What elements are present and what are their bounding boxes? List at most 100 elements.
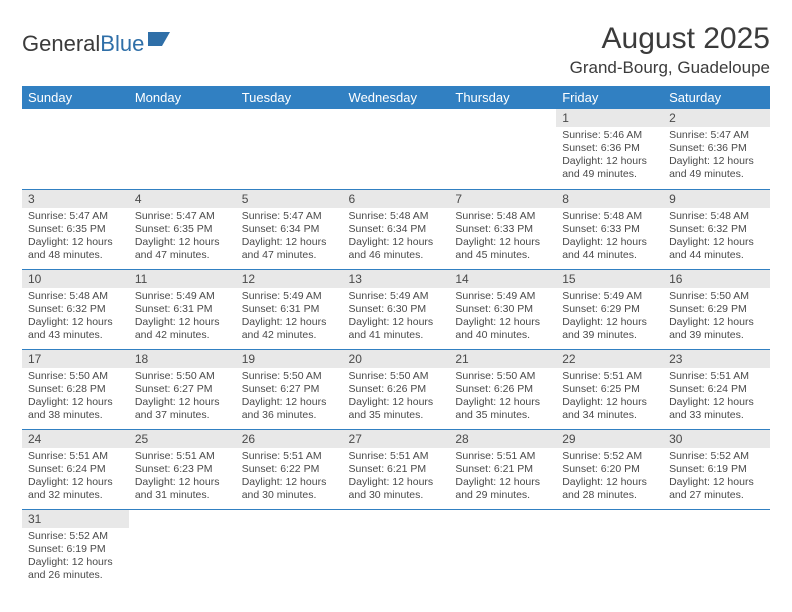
calendar-cell: 25Sunrise: 5:51 AMSunset: 6:23 PMDayligh… [129, 429, 236, 509]
daylight-line: Daylight: 12 hours and 37 minutes. [135, 396, 230, 422]
day-number: 27 [343, 430, 450, 448]
day-number: 22 [556, 350, 663, 368]
day-number: 25 [129, 430, 236, 448]
sunset-line: Sunset: 6:25 PM [562, 383, 657, 396]
day-content: Sunrise: 5:47 AMSunset: 6:36 PMDaylight:… [663, 127, 770, 186]
sunset-line: Sunset: 6:29 PM [562, 303, 657, 316]
calendar-cell: 6Sunrise: 5:48 AMSunset: 6:34 PMDaylight… [343, 189, 450, 269]
calendar-cell [449, 109, 556, 189]
sunset-line: Sunset: 6:30 PM [349, 303, 444, 316]
calendar-cell [236, 109, 343, 189]
daylight-line: Daylight: 12 hours and 29 minutes. [455, 476, 550, 502]
calendar-cell: 15Sunrise: 5:49 AMSunset: 6:29 PMDayligh… [556, 269, 663, 349]
day-number: 11 [129, 270, 236, 288]
col-friday: Friday [556, 86, 663, 109]
sunrise-line: Sunrise: 5:50 AM [28, 370, 123, 383]
logo-text-1: General [22, 31, 100, 57]
sunset-line: Sunset: 6:27 PM [135, 383, 230, 396]
day-number: 3 [22, 190, 129, 208]
calendar-cell: 13Sunrise: 5:49 AMSunset: 6:30 PMDayligh… [343, 269, 450, 349]
calendar-cell: 11Sunrise: 5:49 AMSunset: 6:31 PMDayligh… [129, 269, 236, 349]
day-content: Sunrise: 5:50 AMSunset: 6:26 PMDaylight:… [449, 368, 556, 427]
day-content: Sunrise: 5:50 AMSunset: 6:27 PMDaylight:… [129, 368, 236, 427]
day-number: 24 [22, 430, 129, 448]
sunset-line: Sunset: 6:36 PM [562, 142, 657, 155]
daylight-line: Daylight: 12 hours and 30 minutes. [349, 476, 444, 502]
daylight-line: Daylight: 12 hours and 44 minutes. [669, 236, 764, 262]
sunrise-line: Sunrise: 5:49 AM [242, 290, 337, 303]
calendar-cell: 18Sunrise: 5:50 AMSunset: 6:27 PMDayligh… [129, 349, 236, 429]
sunrise-line: Sunrise: 5:47 AM [135, 210, 230, 223]
calendar-cell: 20Sunrise: 5:50 AMSunset: 6:26 PMDayligh… [343, 349, 450, 429]
col-monday: Monday [129, 86, 236, 109]
calendar-cell [343, 109, 450, 189]
day-number: 28 [449, 430, 556, 448]
daylight-line: Daylight: 12 hours and 48 minutes. [28, 236, 123, 262]
calendar-cell: 24Sunrise: 5:51 AMSunset: 6:24 PMDayligh… [22, 429, 129, 509]
day-number: 2 [663, 109, 770, 127]
daylight-line: Daylight: 12 hours and 47 minutes. [242, 236, 337, 262]
sunrise-line: Sunrise: 5:51 AM [349, 450, 444, 463]
calendar-cell: 4Sunrise: 5:47 AMSunset: 6:35 PMDaylight… [129, 189, 236, 269]
day-content: Sunrise: 5:49 AMSunset: 6:30 PMDaylight:… [343, 288, 450, 347]
calendar-cell: 3Sunrise: 5:47 AMSunset: 6:35 PMDaylight… [22, 189, 129, 269]
day-number: 20 [343, 350, 450, 368]
sunset-line: Sunset: 6:27 PM [242, 383, 337, 396]
daylight-line: Daylight: 12 hours and 49 minutes. [562, 155, 657, 181]
day-content: Sunrise: 5:48 AMSunset: 6:32 PMDaylight:… [663, 208, 770, 267]
calendar-cell [343, 509, 450, 589]
daylight-line: Daylight: 12 hours and 31 minutes. [135, 476, 230, 502]
daylight-line: Daylight: 12 hours and 30 minutes. [242, 476, 337, 502]
day-content: Sunrise: 5:52 AMSunset: 6:19 PMDaylight:… [663, 448, 770, 507]
sunrise-line: Sunrise: 5:52 AM [562, 450, 657, 463]
sunset-line: Sunset: 6:21 PM [455, 463, 550, 476]
day-number: 19 [236, 350, 343, 368]
daylight-line: Daylight: 12 hours and 49 minutes. [669, 155, 764, 181]
logo-flag-icon [148, 30, 172, 48]
sunset-line: Sunset: 6:31 PM [242, 303, 337, 316]
col-tuesday: Tuesday [236, 86, 343, 109]
col-wednesday: Wednesday [343, 86, 450, 109]
day-content: Sunrise: 5:49 AMSunset: 6:31 PMDaylight:… [236, 288, 343, 347]
sunrise-line: Sunrise: 5:49 AM [135, 290, 230, 303]
sunset-line: Sunset: 6:34 PM [242, 223, 337, 236]
calendar-cell: 10Sunrise: 5:48 AMSunset: 6:32 PMDayligh… [22, 269, 129, 349]
day-content: Sunrise: 5:48 AMSunset: 6:33 PMDaylight:… [556, 208, 663, 267]
sunrise-line: Sunrise: 5:46 AM [562, 129, 657, 142]
calendar-cell [236, 509, 343, 589]
calendar-cell: 31Sunrise: 5:52 AMSunset: 6:19 PMDayligh… [22, 509, 129, 589]
day-number: 29 [556, 430, 663, 448]
sunset-line: Sunset: 6:28 PM [28, 383, 123, 396]
daylight-line: Daylight: 12 hours and 32 minutes. [28, 476, 123, 502]
day-content: Sunrise: 5:51 AMSunset: 6:21 PMDaylight:… [449, 448, 556, 507]
calendar-cell [129, 109, 236, 189]
calendar-cell: 23Sunrise: 5:51 AMSunset: 6:24 PMDayligh… [663, 349, 770, 429]
calendar-cell: 2Sunrise: 5:47 AMSunset: 6:36 PMDaylight… [663, 109, 770, 189]
sunset-line: Sunset: 6:35 PM [135, 223, 230, 236]
daylight-line: Daylight: 12 hours and 34 minutes. [562, 396, 657, 422]
sunset-line: Sunset: 6:33 PM [562, 223, 657, 236]
sunset-line: Sunset: 6:23 PM [135, 463, 230, 476]
daylight-line: Daylight: 12 hours and 26 minutes. [28, 556, 123, 582]
col-sunday: Sunday [22, 86, 129, 109]
calendar-cell: 8Sunrise: 5:48 AMSunset: 6:33 PMDaylight… [556, 189, 663, 269]
calendar-cell [663, 509, 770, 589]
daylight-line: Daylight: 12 hours and 42 minutes. [135, 316, 230, 342]
sunset-line: Sunset: 6:19 PM [28, 543, 123, 556]
day-content: Sunrise: 5:50 AMSunset: 6:29 PMDaylight:… [663, 288, 770, 347]
logo-text-2: Blue [100, 31, 144, 57]
header: GeneralBlue August 2025 Grand-Bourg, Gua… [22, 22, 770, 78]
calendar-row: 24Sunrise: 5:51 AMSunset: 6:24 PMDayligh… [22, 429, 770, 509]
sunrise-line: Sunrise: 5:48 AM [349, 210, 444, 223]
day-number: 7 [449, 190, 556, 208]
sunrise-line: Sunrise: 5:50 AM [135, 370, 230, 383]
calendar-cell: 17Sunrise: 5:50 AMSunset: 6:28 PMDayligh… [22, 349, 129, 429]
day-content: Sunrise: 5:51 AMSunset: 6:23 PMDaylight:… [129, 448, 236, 507]
sunrise-line: Sunrise: 5:50 AM [455, 370, 550, 383]
day-content: Sunrise: 5:52 AMSunset: 6:20 PMDaylight:… [556, 448, 663, 507]
day-number: 16 [663, 270, 770, 288]
calendar-cell: 21Sunrise: 5:50 AMSunset: 6:26 PMDayligh… [449, 349, 556, 429]
sunset-line: Sunset: 6:32 PM [28, 303, 123, 316]
day-content: Sunrise: 5:48 AMSunset: 6:33 PMDaylight:… [449, 208, 556, 267]
day-content: Sunrise: 5:49 AMSunset: 6:29 PMDaylight:… [556, 288, 663, 347]
